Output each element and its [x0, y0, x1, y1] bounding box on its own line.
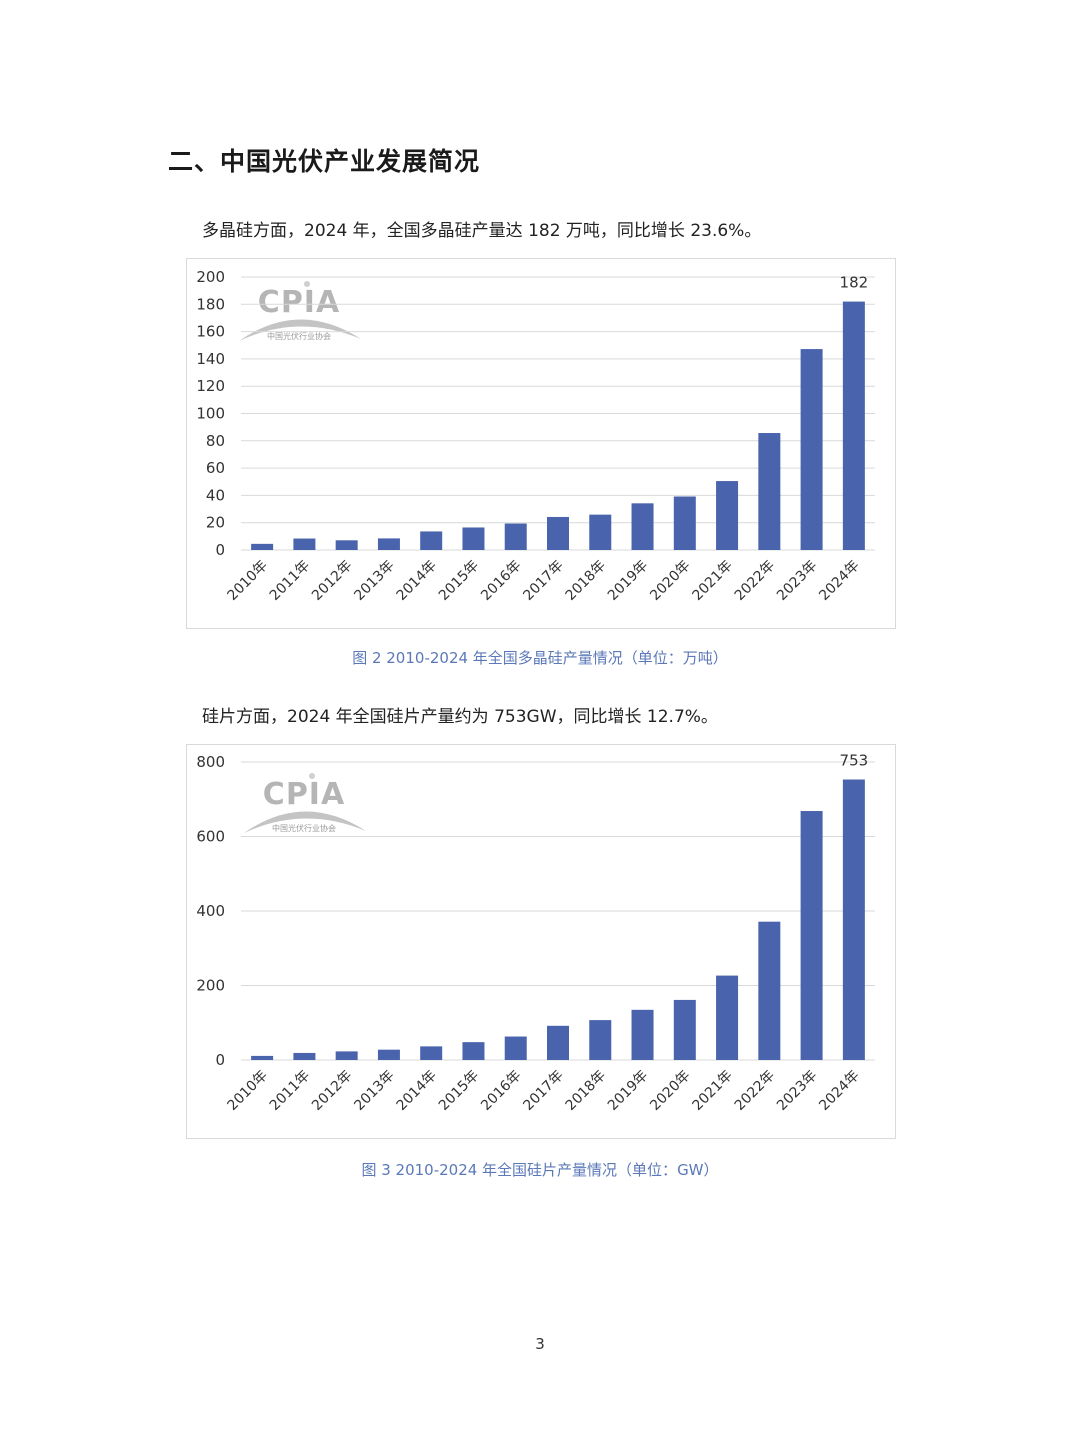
bar — [420, 1046, 443, 1060]
x-tick-label: 2021年 — [689, 558, 735, 604]
logo-swoosh-icon — [244, 773, 366, 833]
bar — [758, 433, 781, 550]
bar — [631, 1009, 654, 1060]
bar — [589, 1020, 612, 1060]
x-tick-label: 2023年 — [774, 1068, 820, 1114]
y-tick-label: 160 — [196, 323, 225, 341]
bar — [631, 503, 654, 550]
polysilicon-chart: CPIA 中国光伏行业协会 0 20 40 60 80 100 120 140 160 180 20… — [186, 258, 896, 629]
x-tick-label: 2011年 — [267, 1068, 313, 1114]
x-tick-label: 2016年 — [478, 1068, 524, 1114]
logo-subtitle: 中国光伏行业协会 — [272, 824, 336, 833]
logo-text: CPIA — [262, 777, 346, 812]
y-tick-label: 400 — [196, 902, 225, 920]
y-tick-label: 200 — [196, 268, 225, 286]
bar — [673, 999, 696, 1060]
x-tick-label: 2014年 — [394, 1068, 440, 1114]
x-tick-label: 2016年 — [478, 558, 524, 604]
x-tick-label: 2020年 — [647, 558, 693, 604]
section-heading: 二、中国光伏产业发展简况 — [168, 147, 481, 176]
y-tick-label: 120 — [196, 377, 225, 395]
page-number: 3 — [535, 1335, 545, 1353]
bar — [842, 301, 865, 550]
x-tick-label: 2015年 — [436, 558, 482, 604]
x-tick-label: 2013年 — [351, 1068, 397, 1114]
polysilicon-bar-chart: 0204060801001201401601802002010年2011年201… — [196, 268, 875, 604]
y-tick-label: 200 — [196, 977, 225, 995]
bar — [673, 496, 696, 550]
bar — [335, 540, 358, 550]
bar — [251, 1055, 274, 1060]
logo-text: CPIA — [257, 285, 341, 320]
x-tick-label: 2022年 — [732, 1068, 778, 1114]
logo-swoosh-icon — [239, 281, 361, 341]
bar — [589, 514, 612, 550]
data-label: 753 — [840, 752, 869, 770]
bar — [462, 1042, 485, 1060]
y-tick-label: 40 — [206, 486, 225, 504]
y-tick-label: 100 — [196, 405, 225, 423]
bar — [842, 779, 865, 1060]
data-label: 182 — [840, 274, 869, 292]
wafer-paragraph: 硅片方面，2024 年全国硅片产量约为 753GW，同比增长 12.7%。 — [202, 707, 718, 727]
x-tick-label: 2012年 — [309, 1068, 355, 1114]
x-tick-label: 2024年 — [816, 558, 862, 604]
y-tick-label: 20 — [206, 514, 225, 532]
x-tick-label: 2019年 — [605, 1068, 651, 1114]
bar — [293, 1052, 316, 1060]
bar — [293, 538, 316, 550]
bar — [547, 1025, 569, 1060]
x-tick-label: 2017年 — [520, 1068, 566, 1114]
logo-subtitle: 中国光伏行业协会 — [267, 332, 331, 341]
bar — [758, 921, 781, 1060]
x-tick-label: 2018年 — [563, 1068, 609, 1114]
x-tick-label: 2017年 — [520, 558, 566, 604]
bar — [377, 538, 400, 550]
x-tick-label: 2011年 — [267, 558, 313, 604]
x-tick-label: 2012年 — [309, 558, 355, 604]
bar — [504, 1036, 527, 1060]
x-tick-label: 2020年 — [647, 1068, 693, 1114]
wafer-caption: 图 3 2010-2024 年全国硅片产量情况（单位：GW） — [361, 1161, 719, 1179]
x-tick-label: 2023年 — [774, 558, 820, 604]
bar — [251, 543, 274, 550]
x-tick-label: 2013年 — [351, 558, 397, 604]
cpia-logo: CPIA 中国光伏行业协会 — [237, 279, 367, 359]
wafer-bar-chart: 02004006008002010年2011年2012年2013年2014年20… — [196, 752, 875, 1114]
x-tick-label: 2024年 — [816, 1068, 862, 1114]
polysilicon-paragraph: 多晶硅方面，2024 年，全国多晶硅产量达 182 万吨，同比增长 23.6%。 — [202, 221, 762, 241]
y-tick-label: 80 — [206, 432, 225, 450]
y-tick-label: 180 — [196, 295, 225, 313]
bar — [377, 1049, 400, 1060]
x-tick-label: 2021年 — [689, 1068, 735, 1114]
x-tick-label: 2018年 — [563, 558, 609, 604]
y-tick-label: 800 — [196, 753, 225, 771]
x-tick-label: 2022年 — [732, 558, 778, 604]
x-tick-label: 2014年 — [394, 558, 440, 604]
bar — [800, 349, 823, 550]
x-tick-label: 2015年 — [436, 1068, 482, 1114]
y-tick-label: 0 — [215, 1051, 225, 1069]
wafer-chart: CPIA 中国光伏行业协会 0 200 400 600 800 2010年 2011年 201… — [186, 744, 896, 1139]
y-tick-label: 600 — [196, 828, 225, 846]
x-tick-label: 2010年 — [225, 1068, 271, 1114]
y-tick-label: 60 — [206, 459, 225, 477]
x-tick-label: 2010年 — [225, 558, 271, 604]
bar — [716, 481, 739, 550]
bar — [716, 975, 739, 1060]
bar — [504, 523, 527, 550]
cpia-logo: CPIA 中国光伏行业协会 — [242, 771, 372, 851]
bar — [800, 811, 823, 1060]
y-tick-label: 140 — [196, 350, 225, 368]
y-tick-label: 0 — [215, 541, 225, 559]
polysilicon-caption: 图 2 2010-2024 年全国多晶硅产量情况（单位：万吨） — [352, 649, 728, 667]
x-tick-label: 2019年 — [605, 558, 651, 604]
bar — [547, 516, 569, 550]
bar — [335, 1051, 358, 1060]
bar — [462, 527, 485, 550]
bar — [420, 531, 443, 550]
